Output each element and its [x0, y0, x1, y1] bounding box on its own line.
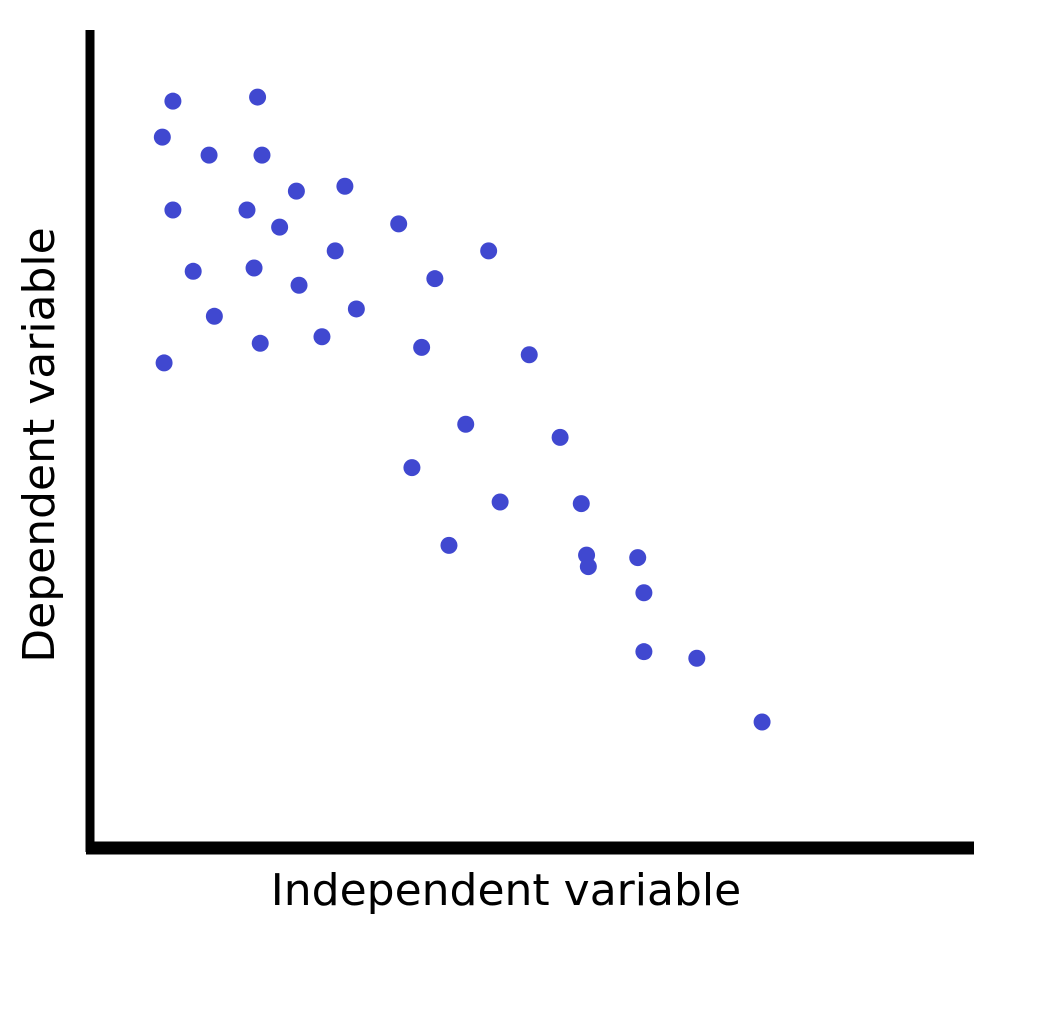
point: [271, 218, 289, 236]
point: [249, 88, 267, 106]
x-axis-label: Independent variable: [271, 865, 741, 916]
point: [635, 643, 653, 661]
point: [205, 307, 223, 325]
point: [164, 201, 182, 219]
point: [457, 415, 475, 433]
y-axis-label: Dependent variable: [14, 227, 65, 662]
point: [579, 558, 597, 576]
point: [572, 495, 590, 513]
point: [403, 459, 421, 477]
point: [688, 649, 706, 667]
point: [347, 300, 365, 318]
point: [426, 270, 444, 288]
point: [290, 276, 308, 294]
point: [635, 584, 653, 602]
point: [164, 92, 182, 110]
point: [390, 215, 408, 233]
point: [491, 493, 509, 511]
point: [413, 338, 431, 356]
point: [155, 354, 173, 372]
point: [551, 428, 569, 446]
point: [440, 536, 458, 554]
point: [336, 177, 354, 195]
point: [238, 201, 256, 219]
point: [245, 259, 263, 277]
point: [253, 146, 271, 164]
point: [251, 334, 269, 352]
point: [326, 242, 344, 260]
point: [480, 242, 498, 260]
point: [629, 549, 647, 567]
point: [520, 346, 538, 364]
point: [753, 713, 771, 731]
point: [313, 328, 331, 346]
point: [200, 146, 218, 164]
point: [184, 262, 202, 280]
point: [153, 128, 171, 146]
point: [287, 182, 305, 200]
